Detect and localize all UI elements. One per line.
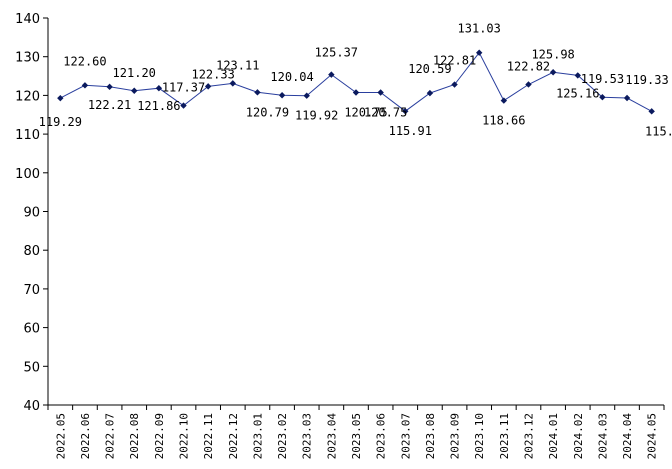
data-label: 120.04 [270,70,313,84]
data-label: 125.98 [531,47,574,61]
x-tick-label: 2023.08 [424,413,437,459]
x-tick-label: 2024.02 [572,413,585,459]
data-point-marker [81,82,89,89]
y-tick-label: 60 [23,322,40,337]
y-tick-label: 120 [15,89,40,104]
data-label: 121.20 [113,66,156,80]
data-label: 119.53 [581,72,624,86]
x-tick-label: 2022.06 [79,413,92,459]
x-tick-label: 2023.10 [473,413,486,459]
x-tick-label: 2023.05 [350,413,363,459]
x-tick-label: 2022.08 [128,413,141,459]
data-point-marker [648,108,655,115]
data-label: 122.21 [88,98,131,112]
data-point-marker [574,72,581,79]
data-label: 120.79 [246,105,289,119]
data-label: 131.03 [458,22,501,36]
y-tick-label: 50 [23,360,40,375]
y-tick-label: 110 [15,128,40,143]
data-point-marker [57,94,64,102]
data-point-marker [476,49,483,56]
y-tick-label: 140 [15,12,40,27]
data-label: 119.33 [625,73,668,87]
x-tick-label: 2023.06 [375,413,388,459]
data-label: 115.91 [389,124,432,138]
data-label: 123.11 [216,58,259,72]
data-label: 122.81 [433,54,476,68]
data-point-marker [328,71,335,78]
data-point-marker [451,81,458,88]
data-point-marker [623,94,631,102]
x-tick-label: 2023.03 [301,413,314,459]
data-point-marker [106,83,113,91]
x-axis: 2022.05 2022.06 2022.07 2022.08 2022.09 2022.… [47,404,665,460]
data-point-marker [180,102,187,109]
x-tick-label: 2022.07 [104,413,117,459]
x-tick-label: 2022.10 [178,413,191,459]
x-tick-label: 2023.02 [276,413,289,459]
x-tick-label: 2022.05 [54,413,67,459]
data-point-marker [402,108,409,115]
data-label: 122.60 [63,54,106,68]
data-label: 122.33 [191,67,234,81]
data-point-marker [131,87,138,94]
x-tick-label: 2023.12 [522,413,535,459]
data-point-marker [525,81,532,88]
data-point-marker [204,83,212,90]
data-label: 125.16 [556,86,599,100]
x-tick-label: 2024.03 [596,413,609,459]
data-point-marker [254,89,261,96]
y-tick-label: 130 [15,51,40,66]
data-label: 120.75 [344,105,387,119]
x-tick-label: 2023.04 [325,413,338,460]
x-tick-label: 2023.11 [498,413,511,459]
y-tick-label: 80 [23,244,40,259]
x-tick-label: 2022.12 [227,413,240,459]
data-point-marker [377,89,384,96]
data-label: 119.29 [39,115,82,129]
x-tick-label: 2022.09 [153,413,166,459]
data-label: 125.37 [315,46,358,60]
data-label: 121.86 [137,99,180,113]
data-point-marker [352,89,360,96]
x-tick-label: 2024.01 [547,413,560,459]
data-point-marker [549,69,557,76]
data-label: 118.66 [482,114,525,128]
series-line [57,49,655,115]
data-label: 117.37 [162,81,205,95]
x-tick-label: 2024.04 [621,413,634,460]
data-point-marker [426,89,434,97]
data-point-marker [500,97,508,104]
x-tick-label: 2023.09 [449,413,462,459]
data-label: 122.82 [507,59,550,73]
data-point-marker [155,85,163,92]
x-tick-label: 2022.11 [202,413,215,459]
y-tick-label: 70 [23,283,40,298]
y-tick-label: 40 [23,399,40,414]
x-tick-label: 2023.01 [251,413,264,459]
data-point-marker [599,94,606,101]
y-tick-label: 90 [23,206,40,221]
y-axis: 40 50 60 70 80 90 100 110 120 130 140 [15,12,49,414]
data-label: 115.88 [645,124,672,138]
x-tick-label: 2023.07 [399,413,412,459]
data-labels: 119.29122.60122.21121.20121.86117.37122.… [39,22,672,139]
data-label: 119.92 [295,109,338,123]
data-label: 120.59 [408,62,451,76]
x-tick-label: 2024.05 [646,413,659,459]
data-point-marker [303,92,310,99]
y-tick-label: 100 [15,167,40,182]
data-label: 120.75 [364,105,407,119]
data-point-marker [278,92,286,99]
data-point-marker [229,80,236,87]
